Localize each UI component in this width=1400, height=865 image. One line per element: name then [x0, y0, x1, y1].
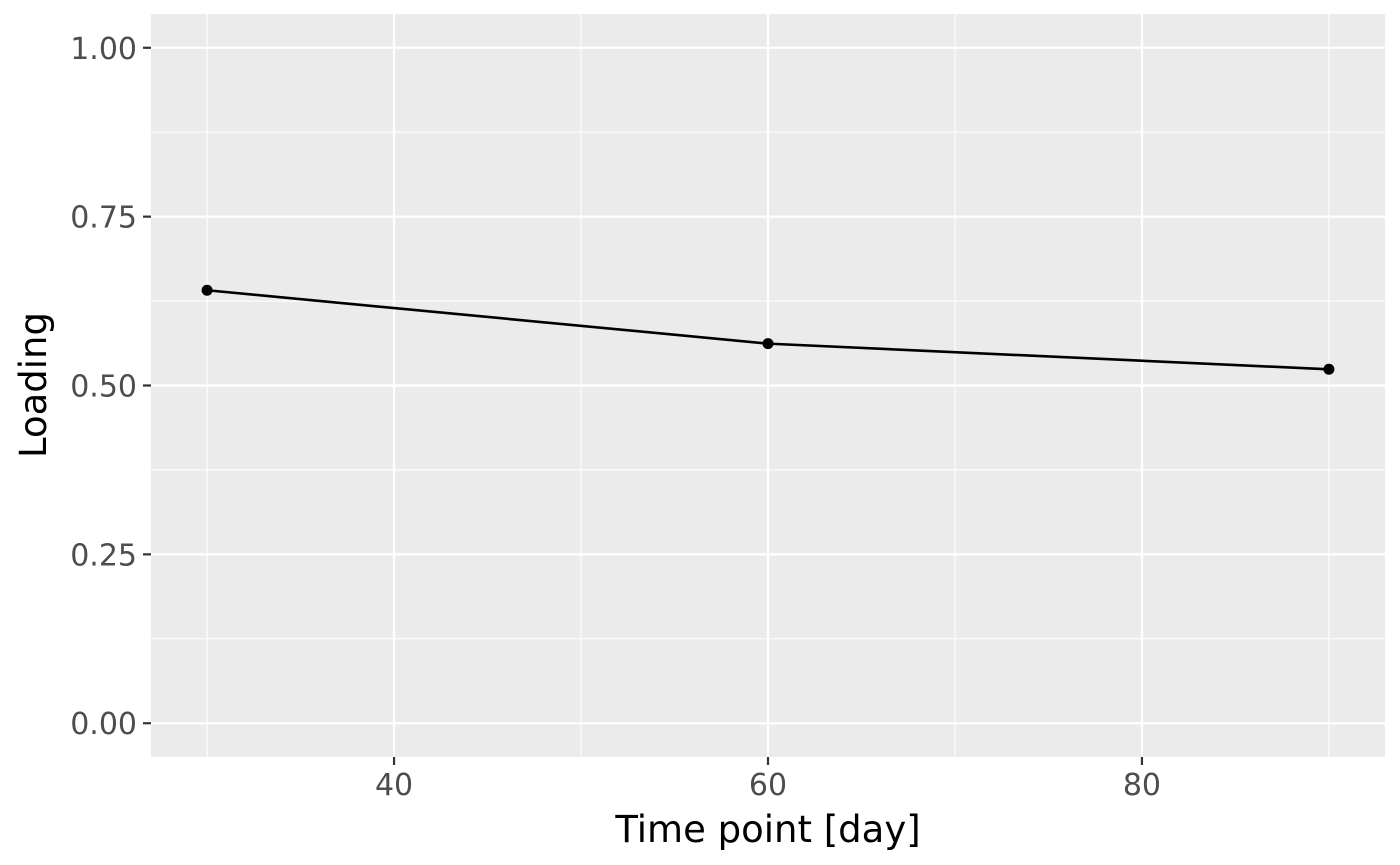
data-point: [762, 338, 774, 350]
data-point: [1323, 363, 1335, 375]
x-tick-label: 60: [749, 768, 787, 803]
y-axis-title: Loading: [12, 312, 55, 458]
major-gridlines: [151, 14, 1385, 757]
x-tick-label: 40: [375, 768, 413, 803]
y-tick-label: 1.00: [70, 32, 137, 67]
y-tick-label: 0.00: [70, 707, 137, 742]
data-point: [201, 284, 213, 296]
y-tick-label: 0.75: [70, 201, 137, 236]
series-layer: [201, 284, 1335, 375]
axis-ticks: [143, 46, 1144, 765]
x-axis-title: Time point [day]: [614, 808, 920, 851]
tick-labels: 40 60 80 0.00 0.25 0.50 0.75 1.00: [70, 32, 1161, 803]
x-tick-label: 80: [1123, 768, 1161, 803]
y-tick-label: 0.25: [70, 538, 137, 573]
y-tick-label: 0.50: [70, 370, 137, 405]
